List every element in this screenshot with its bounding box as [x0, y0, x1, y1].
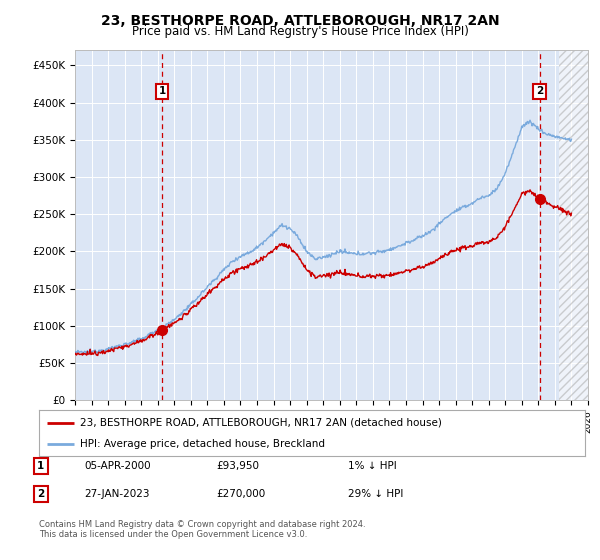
Text: Contains HM Land Registry data © Crown copyright and database right 2024.
This d: Contains HM Land Registry data © Crown c… — [39, 520, 365, 539]
Text: 2: 2 — [536, 86, 543, 96]
Text: 27-JAN-2023: 27-JAN-2023 — [84, 489, 149, 499]
Text: 1: 1 — [37, 461, 44, 471]
Text: 23, BESTHORPE ROAD, ATTLEBOROUGH, NR17 2AN (detached house): 23, BESTHORPE ROAD, ATTLEBOROUGH, NR17 2… — [80, 418, 442, 428]
Text: 05-APR-2000: 05-APR-2000 — [84, 461, 151, 471]
Text: £270,000: £270,000 — [216, 489, 265, 499]
Text: HPI: Average price, detached house, Breckland: HPI: Average price, detached house, Brec… — [80, 439, 325, 449]
Text: £93,950: £93,950 — [216, 461, 259, 471]
Text: 1% ↓ HPI: 1% ↓ HPI — [348, 461, 397, 471]
Text: 29% ↓ HPI: 29% ↓ HPI — [348, 489, 403, 499]
Text: 1: 1 — [158, 86, 166, 96]
Text: 2: 2 — [37, 489, 44, 499]
Text: Price paid vs. HM Land Registry's House Price Index (HPI): Price paid vs. HM Land Registry's House … — [131, 25, 469, 38]
Bar — [559, 50, 588, 400]
Text: 23, BESTHORPE ROAD, ATTLEBOROUGH, NR17 2AN: 23, BESTHORPE ROAD, ATTLEBOROUGH, NR17 2… — [101, 14, 499, 28]
